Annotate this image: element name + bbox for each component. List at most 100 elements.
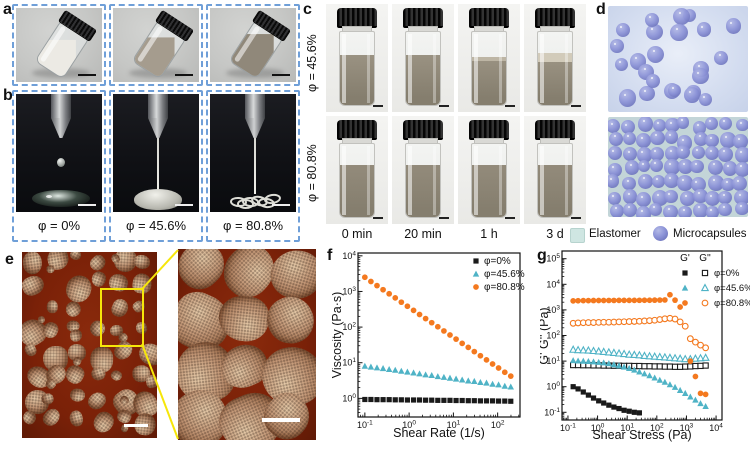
svg-text:φ=45.6%: φ=45.6% [484, 269, 525, 280]
vial-body [405, 143, 441, 218]
sphere-speck [725, 135, 727, 138]
sphere-speck [641, 162, 644, 165]
svg-text:100: 100 [402, 420, 416, 431]
vial-cap [469, 8, 509, 28]
time-label-1h: 1 h [480, 227, 498, 241]
tilted-vial-photo [113, 8, 199, 82]
vial-timepoint-photo [326, 4, 388, 112]
glass-highlight [433, 146, 436, 215]
sphere-speck [642, 177, 645, 180]
copper-particle [89, 408, 118, 437]
microcapsule-sphere [608, 146, 622, 161]
microcapsule-sphere [610, 39, 624, 53]
liquid-puddle-dome [134, 189, 182, 210]
svg-text:100: 100 [591, 423, 605, 434]
copper-particle [133, 254, 151, 271]
sphere-speck [624, 93, 627, 96]
scale-bar [175, 204, 193, 206]
sphere-speck [722, 150, 725, 153]
time-label-0min: 0 min [341, 227, 373, 241]
moduli-shear-stress-chart: 10-1 100 101 102 103 104 10-1 100 101 102 103 104 10… [540, 250, 750, 442]
microcapsule-sphere [652, 118, 666, 133]
microcapsule-sphere [649, 146, 665, 162]
sphere-speck [610, 177, 613, 180]
viscosity-shear-rate-chart: 10-1 100 101 102 100 101 102 103 104 Shear Rate (… [332, 250, 525, 440]
panel-a-letter: a [3, 1, 12, 18]
sphere-speck [696, 149, 699, 152]
glass-highlight [540, 34, 544, 103]
microcapsule-sphere [735, 201, 748, 216]
microcapsule-sphere [608, 162, 623, 178]
microcapsule-sphere [663, 204, 678, 217]
copper-particle [69, 329, 83, 343]
time-label-20min: 20 min [404, 227, 442, 241]
sphere-speck [727, 164, 730, 167]
sphere-speck [722, 194, 725, 197]
svg-text:102: 102 [546, 330, 560, 341]
microcapsule-sphere [718, 190, 732, 205]
svg-text:101: 101 [620, 423, 634, 434]
microcapsule-sphere [706, 206, 720, 217]
panel-c-letter: c [303, 1, 312, 18]
microcapsule-sphere [708, 175, 724, 191]
sphere-speck [669, 121, 672, 124]
microcapsule-sphere [665, 118, 680, 133]
glass-highlight [408, 34, 412, 103]
microcapsules-legend-label: Microcapsules [673, 228, 747, 240]
svg-text:Shear Rate (1/s): Shear Rate (1/s) [393, 426, 485, 440]
sphere-speck [671, 86, 674, 89]
microcapsule-sphere [694, 131, 709, 147]
scale-bar [439, 105, 449, 107]
svg-text:102: 102 [342, 322, 356, 333]
copper-particle [109, 367, 125, 383]
sphere-speck [641, 150, 644, 153]
phi-caption: φ = 80.8% [208, 212, 298, 238]
copper-particle [67, 409, 85, 429]
sphere-speck [634, 57, 637, 60]
panel-c-row-label-45: φ = 45.6% [305, 34, 319, 92]
sphere-speck [680, 119, 683, 122]
sphere-speck [682, 209, 685, 212]
scale-bar [78, 73, 96, 76]
microcapsule-sphere [721, 177, 735, 192]
sphere-speck [697, 192, 700, 195]
sphere-speck [722, 205, 725, 208]
glass-highlight [474, 34, 478, 103]
falling-droplet [57, 158, 65, 167]
sphere-speck [612, 195, 615, 198]
sphere-speck [713, 178, 716, 181]
microcapsule-sphere [636, 192, 652, 208]
vial-body [537, 31, 573, 106]
scale-bar [262, 418, 300, 422]
vial-body [339, 31, 375, 106]
sphere-speck [725, 181, 728, 184]
sphere-speck [656, 122, 659, 125]
needle-photo [16, 94, 102, 212]
glass-highlight [499, 146, 502, 215]
needle-photo-frame: φ = 80.8% [206, 90, 300, 242]
needle-photo [210, 94, 296, 212]
svg-text:φ=0%: φ=0% [484, 256, 511, 267]
microcapsule-sphere [693, 202, 708, 217]
liquid-stream [254, 138, 256, 194]
microcapsule-sphere [720, 132, 736, 148]
microcapsule-sphere [610, 204, 625, 217]
copper-particle [63, 272, 95, 306]
microcapsule-sphere [705, 117, 719, 130]
svg-text:100: 100 [342, 393, 356, 404]
sphere-speck [640, 137, 643, 139]
sphere-speck [709, 120, 712, 123]
microcapsule-sphere [670, 24, 688, 42]
microcapsule-sphere [644, 12, 660, 28]
copper-particle [144, 374, 157, 390]
puddle-glint [46, 195, 52, 198]
vial-photo-frame [109, 4, 203, 86]
vial-body [537, 143, 573, 218]
sphere-speck [703, 95, 706, 98]
microcapsule-sphere [704, 191, 720, 207]
glass-highlight [499, 34, 502, 103]
sphere-speck [710, 209, 713, 212]
microcapsule-sphere [649, 130, 665, 146]
microcapsule-sphere [623, 147, 638, 162]
